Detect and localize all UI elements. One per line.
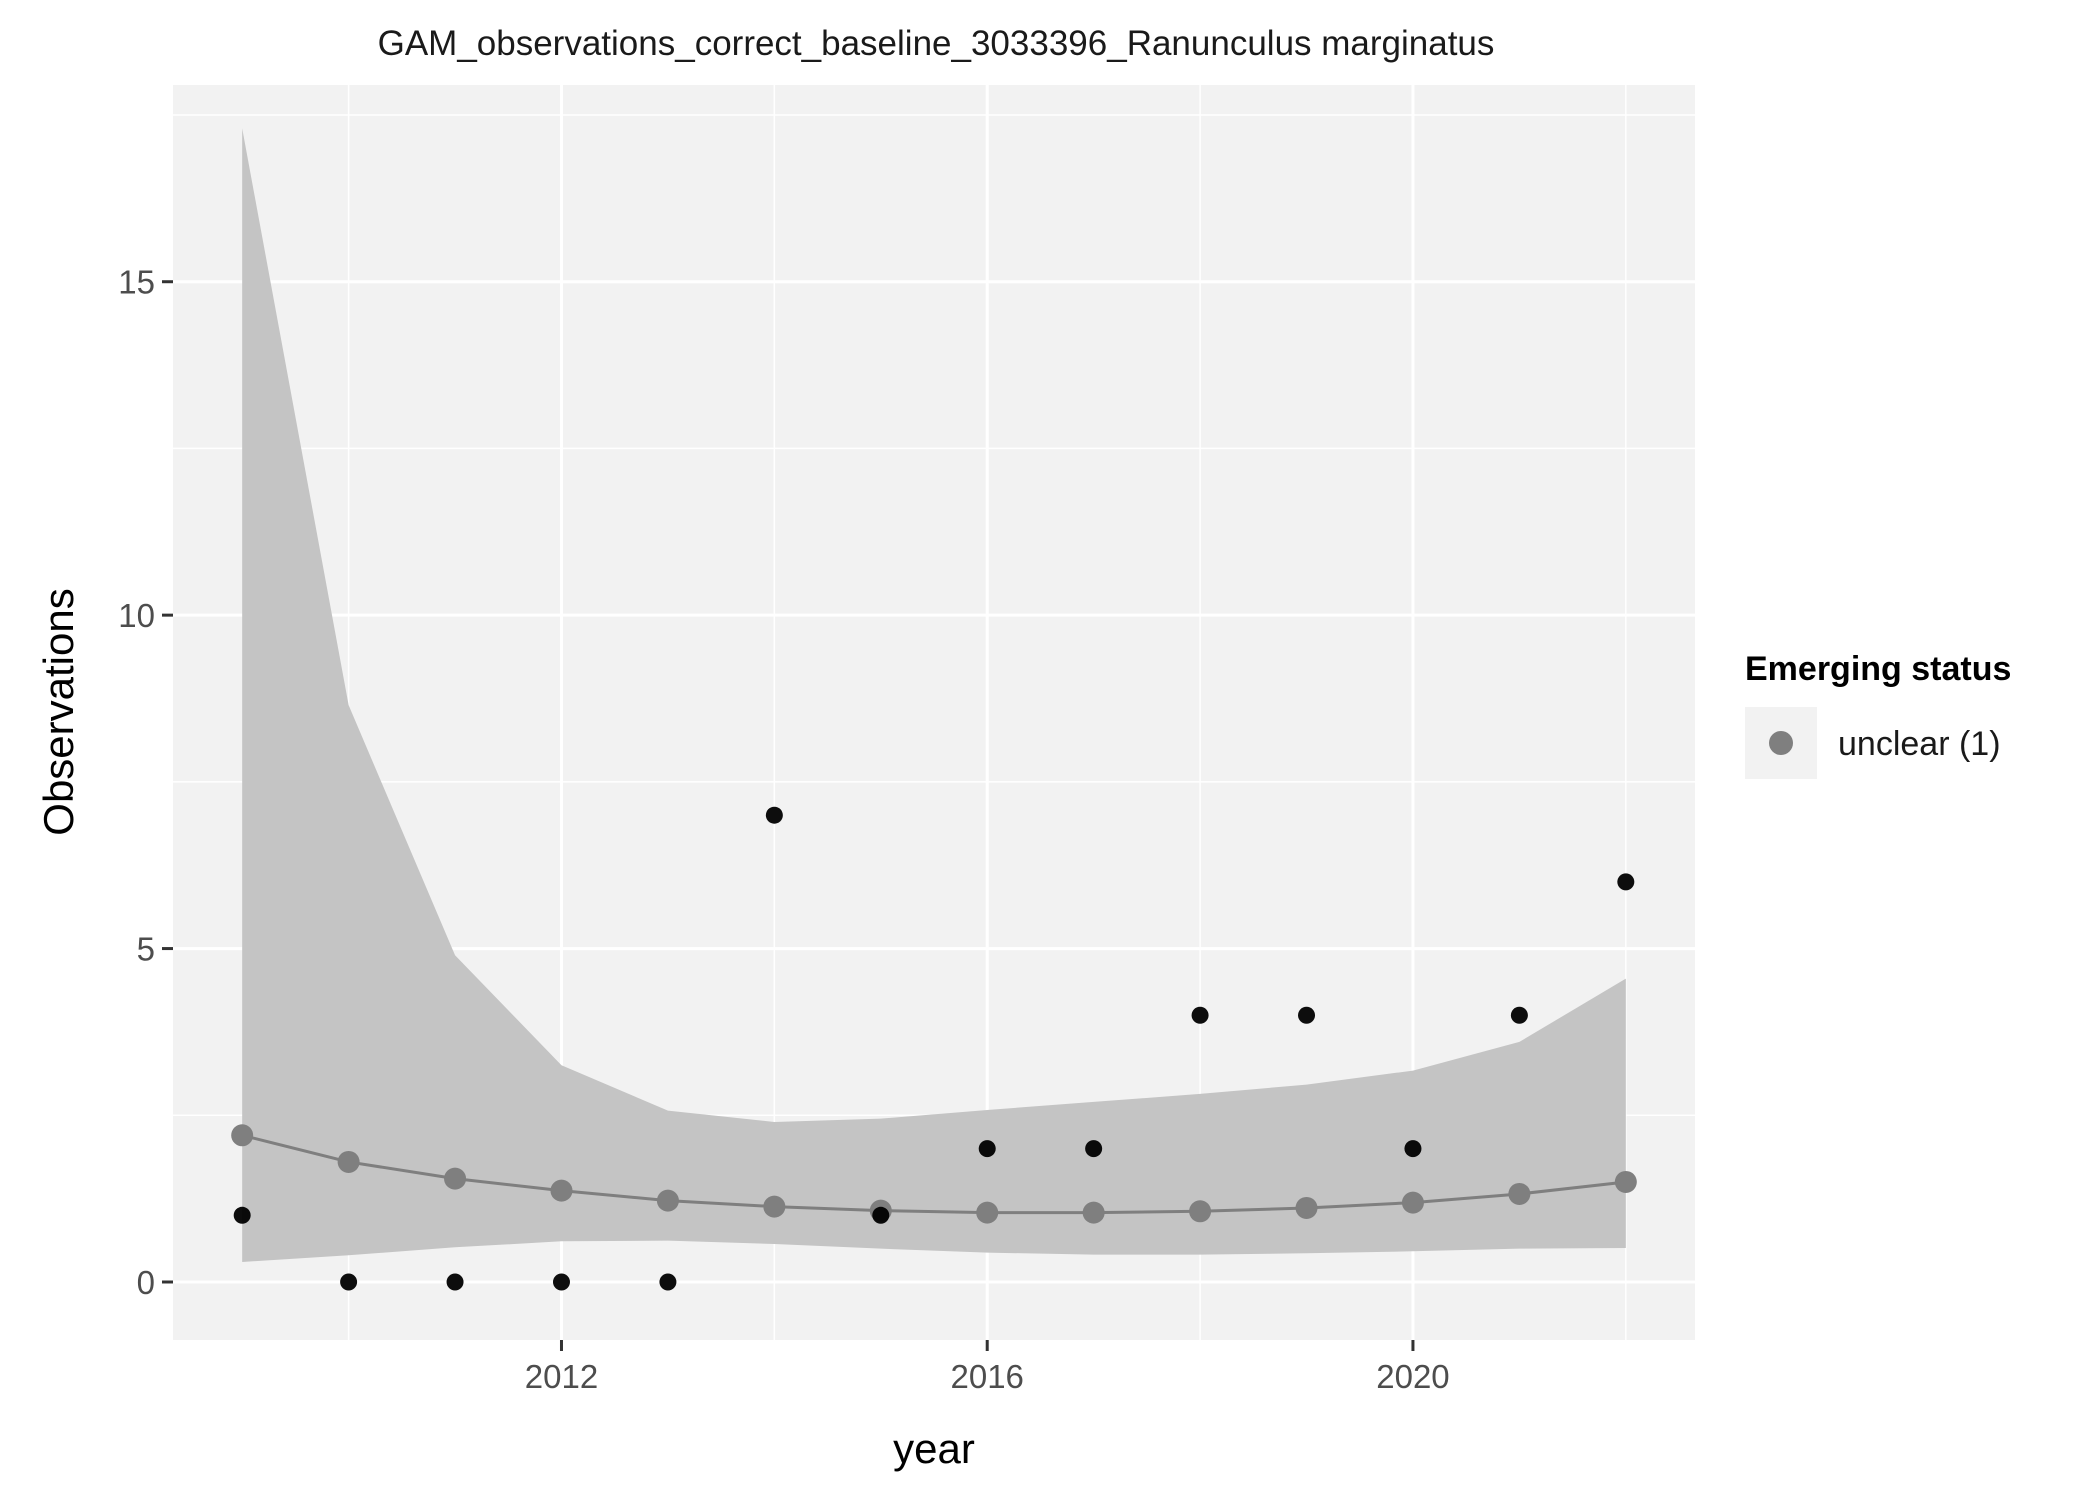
x-tick-label: 2016 [951,1358,1024,1395]
observation-point [659,1273,677,1291]
fit-point [1295,1196,1318,1219]
observation-point [1404,1140,1422,1158]
observation-point [978,1140,996,1158]
gam-fit-layer [231,1124,1637,1224]
observation-point [446,1273,464,1291]
fit-point [1082,1201,1105,1224]
fit-point [976,1201,999,1224]
observation-point [1191,1006,1209,1024]
legend: Emerging status unclear (1) [1745,650,2011,779]
y-tick-label: 15 [118,264,155,301]
fit-point [1401,1191,1424,1214]
fit-point [337,1150,360,1173]
fit-point [550,1179,573,1202]
y-tick-label: 0 [137,1264,155,1301]
legend-title: Emerging status [1745,650,2011,688]
y-tick-label: 5 [137,931,155,968]
observation-point [765,806,783,824]
observation-point [1617,873,1635,891]
observation-point [552,1273,570,1291]
observation-point [1298,1006,1316,1024]
fit-point [656,1189,679,1212]
fit-point [763,1195,786,1218]
fit-point [231,1124,254,1147]
chart-title: GAM_observations_correct_baseline_303339… [378,24,1495,63]
fit-point [444,1167,467,1190]
observation-point [233,1206,251,1224]
x-tick-label: 2012 [525,1358,598,1395]
confidence-ribbon-area [242,128,1626,1262]
confidence-ribbon [242,128,1626,1262]
observation-point [872,1206,890,1224]
x-tick-label: 2020 [1376,1358,1449,1395]
observation-points [233,806,1635,1291]
legend-label: unclear (1) [1838,725,2001,763]
y-axis: 0 5 10 15 [118,264,173,1301]
legend-key-point [1769,731,1793,755]
y-axis-title: Observations [35,588,82,835]
major-gridlines [173,85,1695,1340]
gam-fit-line [241,1133,1626,1215]
fit-point [1189,1200,1212,1223]
observation-point [1085,1140,1103,1158]
observation-point [1510,1006,1528,1024]
x-axis: 2012 2016 2020 [525,1340,1450,1395]
observation-point [340,1273,358,1291]
fit-point [1614,1170,1637,1193]
fit-point [1508,1182,1531,1205]
x-axis-title: year [893,1425,975,1472]
y-tick-label: 10 [118,597,155,634]
